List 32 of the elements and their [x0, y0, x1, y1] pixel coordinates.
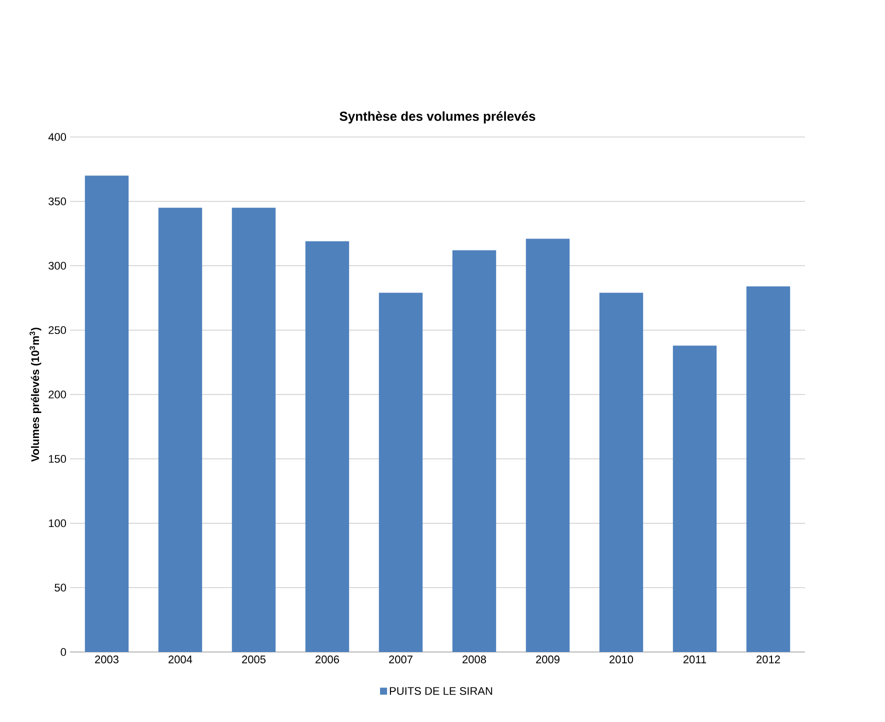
bar: [452, 250, 496, 652]
bar: [599, 292, 644, 652]
x-tick-label: 2003: [95, 656, 118, 664]
y-axis-title: Volumes prélevés (10$^{3}$m$^{3}$): [30, 328, 42, 462]
bar: [158, 208, 202, 652]
bar: [526, 238, 570, 652]
x-tick-label: 2008: [462, 656, 486, 664]
legend-label: PUITS DE LE SIRAN: [390, 687, 492, 695]
bar: [672, 346, 717, 652]
y-tick-label: 400: [48, 133, 66, 141]
y-tick-label: 50: [54, 584, 66, 592]
y-tick-label: 150: [48, 454, 66, 463]
y-tick-label: 200: [48, 390, 66, 398]
y-tick-label: 100: [48, 519, 66, 528]
x-tick-label: 2005: [242, 656, 266, 664]
x-tick-label: 2012: [756, 656, 780, 664]
x-tick-label: 2004: [168, 656, 192, 664]
bar: [232, 208, 276, 652]
bar: [305, 241, 350, 652]
bar: [84, 176, 129, 652]
x-tick-label: 2010: [610, 656, 634, 664]
y-tick-label: 300: [48, 262, 66, 270]
x-tick-label: 2009: [536, 656, 560, 664]
x-tick-label: 2007: [389, 656, 412, 664]
x-tick-label: 2011: [683, 656, 706, 664]
x-tick-label: 2006: [316, 656, 339, 664]
y-tick-label: 0: [60, 648, 66, 656]
bar: [378, 292, 423, 652]
y-tick-label: 250: [48, 326, 66, 334]
bar: [746, 286, 790, 652]
y-tick-label: 350: [48, 197, 66, 206]
chart-title: Synthèse des volumes prélevés: [340, 111, 536, 124]
